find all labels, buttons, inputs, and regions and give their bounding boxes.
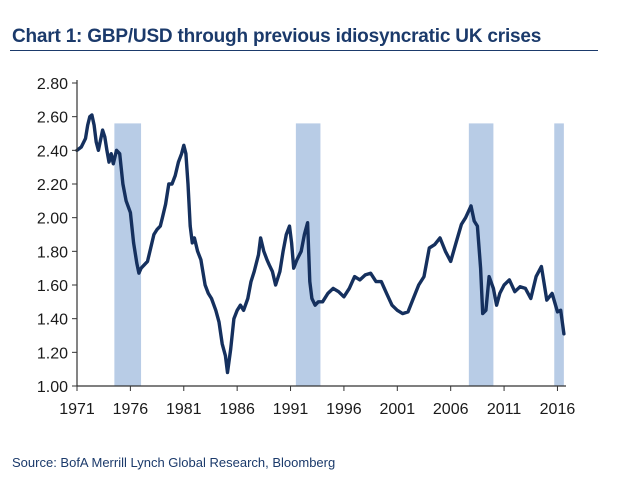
- x-tick-label: 1986: [219, 401, 255, 418]
- y-tick-label: 1.00: [37, 379, 68, 396]
- axes-layer: [76, 80, 566, 387]
- x-tick-label: 1971: [59, 401, 95, 418]
- x-tick-label: 1991: [273, 401, 309, 418]
- x-tick-label: 1981: [166, 401, 202, 418]
- y-tick-label: 2.40: [37, 143, 68, 160]
- y-tick-label: 2.00: [37, 211, 68, 228]
- chart-title: Chart 1: GBP/USD through previous idiosy…: [12, 26, 542, 47]
- y-tick-label: 2.80: [37, 76, 68, 93]
- y-tick-label: 2.20: [37, 177, 68, 194]
- crisis-period-4: [554, 123, 564, 387]
- y-tick-label: 1.20: [37, 345, 68, 362]
- x-tick-label: 2011: [487, 401, 522, 418]
- title-rule: [10, 50, 598, 51]
- series-line-1: [75, 113, 566, 375]
- crisis-shading-layer: [114, 123, 564, 387]
- y-tick-label: 1.80: [37, 244, 68, 261]
- x-tick-label: 1976: [113, 401, 149, 418]
- x-tick-label: 2016: [540, 401, 576, 418]
- x-tick-labels: 1971 1976 1981 1986 1991 1996 2001 2006 2011 2016: [59, 386, 575, 418]
- x-tick-label: 2006: [433, 401, 469, 418]
- y-tick-label: 1.60: [37, 278, 68, 295]
- series-line-layer: [75, 113, 566, 375]
- x-tick-label: 1996: [326, 401, 362, 418]
- y-tick-label: 2.60: [37, 110, 68, 127]
- x-tick-label: 2001: [380, 401, 416, 418]
- y-tick-label: 1.40: [37, 312, 68, 329]
- y-tick-labels: 1.00 1.20 1.40 1.60 1.80 2.00 2.20 2.40 2.60 2.80: [37, 76, 77, 396]
- chart-source: Source: BofA Merrill Lynch Global Resear…: [12, 455, 336, 470]
